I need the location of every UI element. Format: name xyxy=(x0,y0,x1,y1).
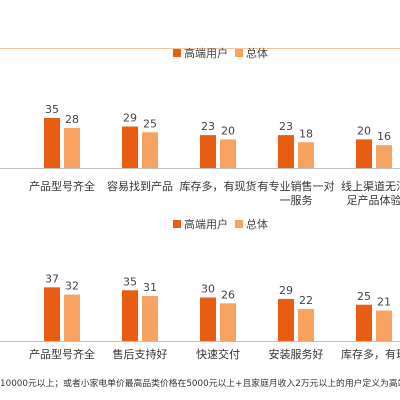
category-label: 有专业销售一对 xyxy=(258,179,335,193)
data-label: 25 xyxy=(357,290,371,303)
bar-overall xyxy=(64,294,80,341)
data-label: 22 xyxy=(299,294,313,307)
category-label: 一服务 xyxy=(280,194,313,207)
bar-high-end xyxy=(356,304,372,341)
bar-overall xyxy=(220,139,236,168)
bar-overall xyxy=(220,303,236,341)
category-label: 安装服务好 xyxy=(269,347,324,361)
data-label: 31 xyxy=(143,281,157,294)
bar-high-end xyxy=(278,135,294,168)
legend-label-1: 高端用户 xyxy=(184,217,228,231)
data-label: 29 xyxy=(279,284,293,297)
top-divider xyxy=(0,48,400,49)
data-label: 35 xyxy=(123,275,137,288)
bar-overall xyxy=(376,310,392,341)
data-label: 30 xyxy=(201,283,215,296)
category-label: 快速交付 xyxy=(196,347,240,361)
data-label: 35 xyxy=(45,103,59,116)
data-label: 32 xyxy=(65,280,79,293)
bar-high-end xyxy=(122,290,138,341)
data-label: 25 xyxy=(143,117,157,130)
category-label: 售后支持好 xyxy=(113,347,168,361)
data-label: 29 xyxy=(123,112,137,125)
bar-high-end xyxy=(200,135,216,168)
bar-high-end xyxy=(278,298,294,341)
chart-2: 高端用户 总体 37 32 产品型号齐全 35 31 售后支持好 30 26 快速交付 29 22 安装服… xyxy=(0,217,400,361)
data-label: 28 xyxy=(65,113,79,126)
bar-high-end xyxy=(122,126,138,168)
bar-overall xyxy=(142,132,158,168)
data-label: 20 xyxy=(221,124,235,137)
data-label: 20 xyxy=(357,124,371,137)
bar-high-end xyxy=(356,139,372,168)
data-label: 16 xyxy=(377,130,391,143)
data-label: 26 xyxy=(221,288,235,301)
bar-overall xyxy=(298,142,314,168)
legend-swatch-1 xyxy=(173,220,181,228)
category-label: 线上渠道无法 xyxy=(341,179,400,193)
bar-high-end xyxy=(44,287,60,341)
data-label: 18 xyxy=(299,127,313,140)
bar-overall xyxy=(298,309,314,341)
legend-label-2: 总体 xyxy=(246,217,268,231)
bar-overall xyxy=(376,145,392,168)
bar-overall xyxy=(142,296,158,341)
bar-high-end xyxy=(44,117,60,168)
data-label: 23 xyxy=(279,120,293,133)
chart-1: 高端用户总体好3528产品型号齐全2925容易找到产品2320库存多，有现货23… xyxy=(0,46,400,207)
footnote: 10000元以上；或者小家电单价最高品类价格在5000元以上+且家庭月收入2万元… xyxy=(0,379,400,389)
legend-label-1: 高端用户 xyxy=(184,46,228,60)
category-label: 库存多，有现 xyxy=(341,347,400,361)
legend-label-2: 总体 xyxy=(246,46,268,60)
data-label: 23 xyxy=(201,120,215,133)
category-label: 容易找到产品 xyxy=(107,179,173,193)
bar-high-end xyxy=(200,297,216,341)
category-label: 产品型号齐全 xyxy=(29,347,95,361)
category-label: 库存多，有现货 xyxy=(180,179,257,193)
category-label: 产品型号齐全 xyxy=(29,179,95,193)
data-label: 37 xyxy=(45,272,59,285)
category-label: 足产品体验 xyxy=(347,193,400,207)
legend-swatch-2 xyxy=(235,220,243,228)
legend-swatch-1 xyxy=(173,49,181,57)
bar-overall xyxy=(64,127,80,168)
legend-swatch-2 xyxy=(235,49,243,57)
data-label: 21 xyxy=(377,296,391,309)
